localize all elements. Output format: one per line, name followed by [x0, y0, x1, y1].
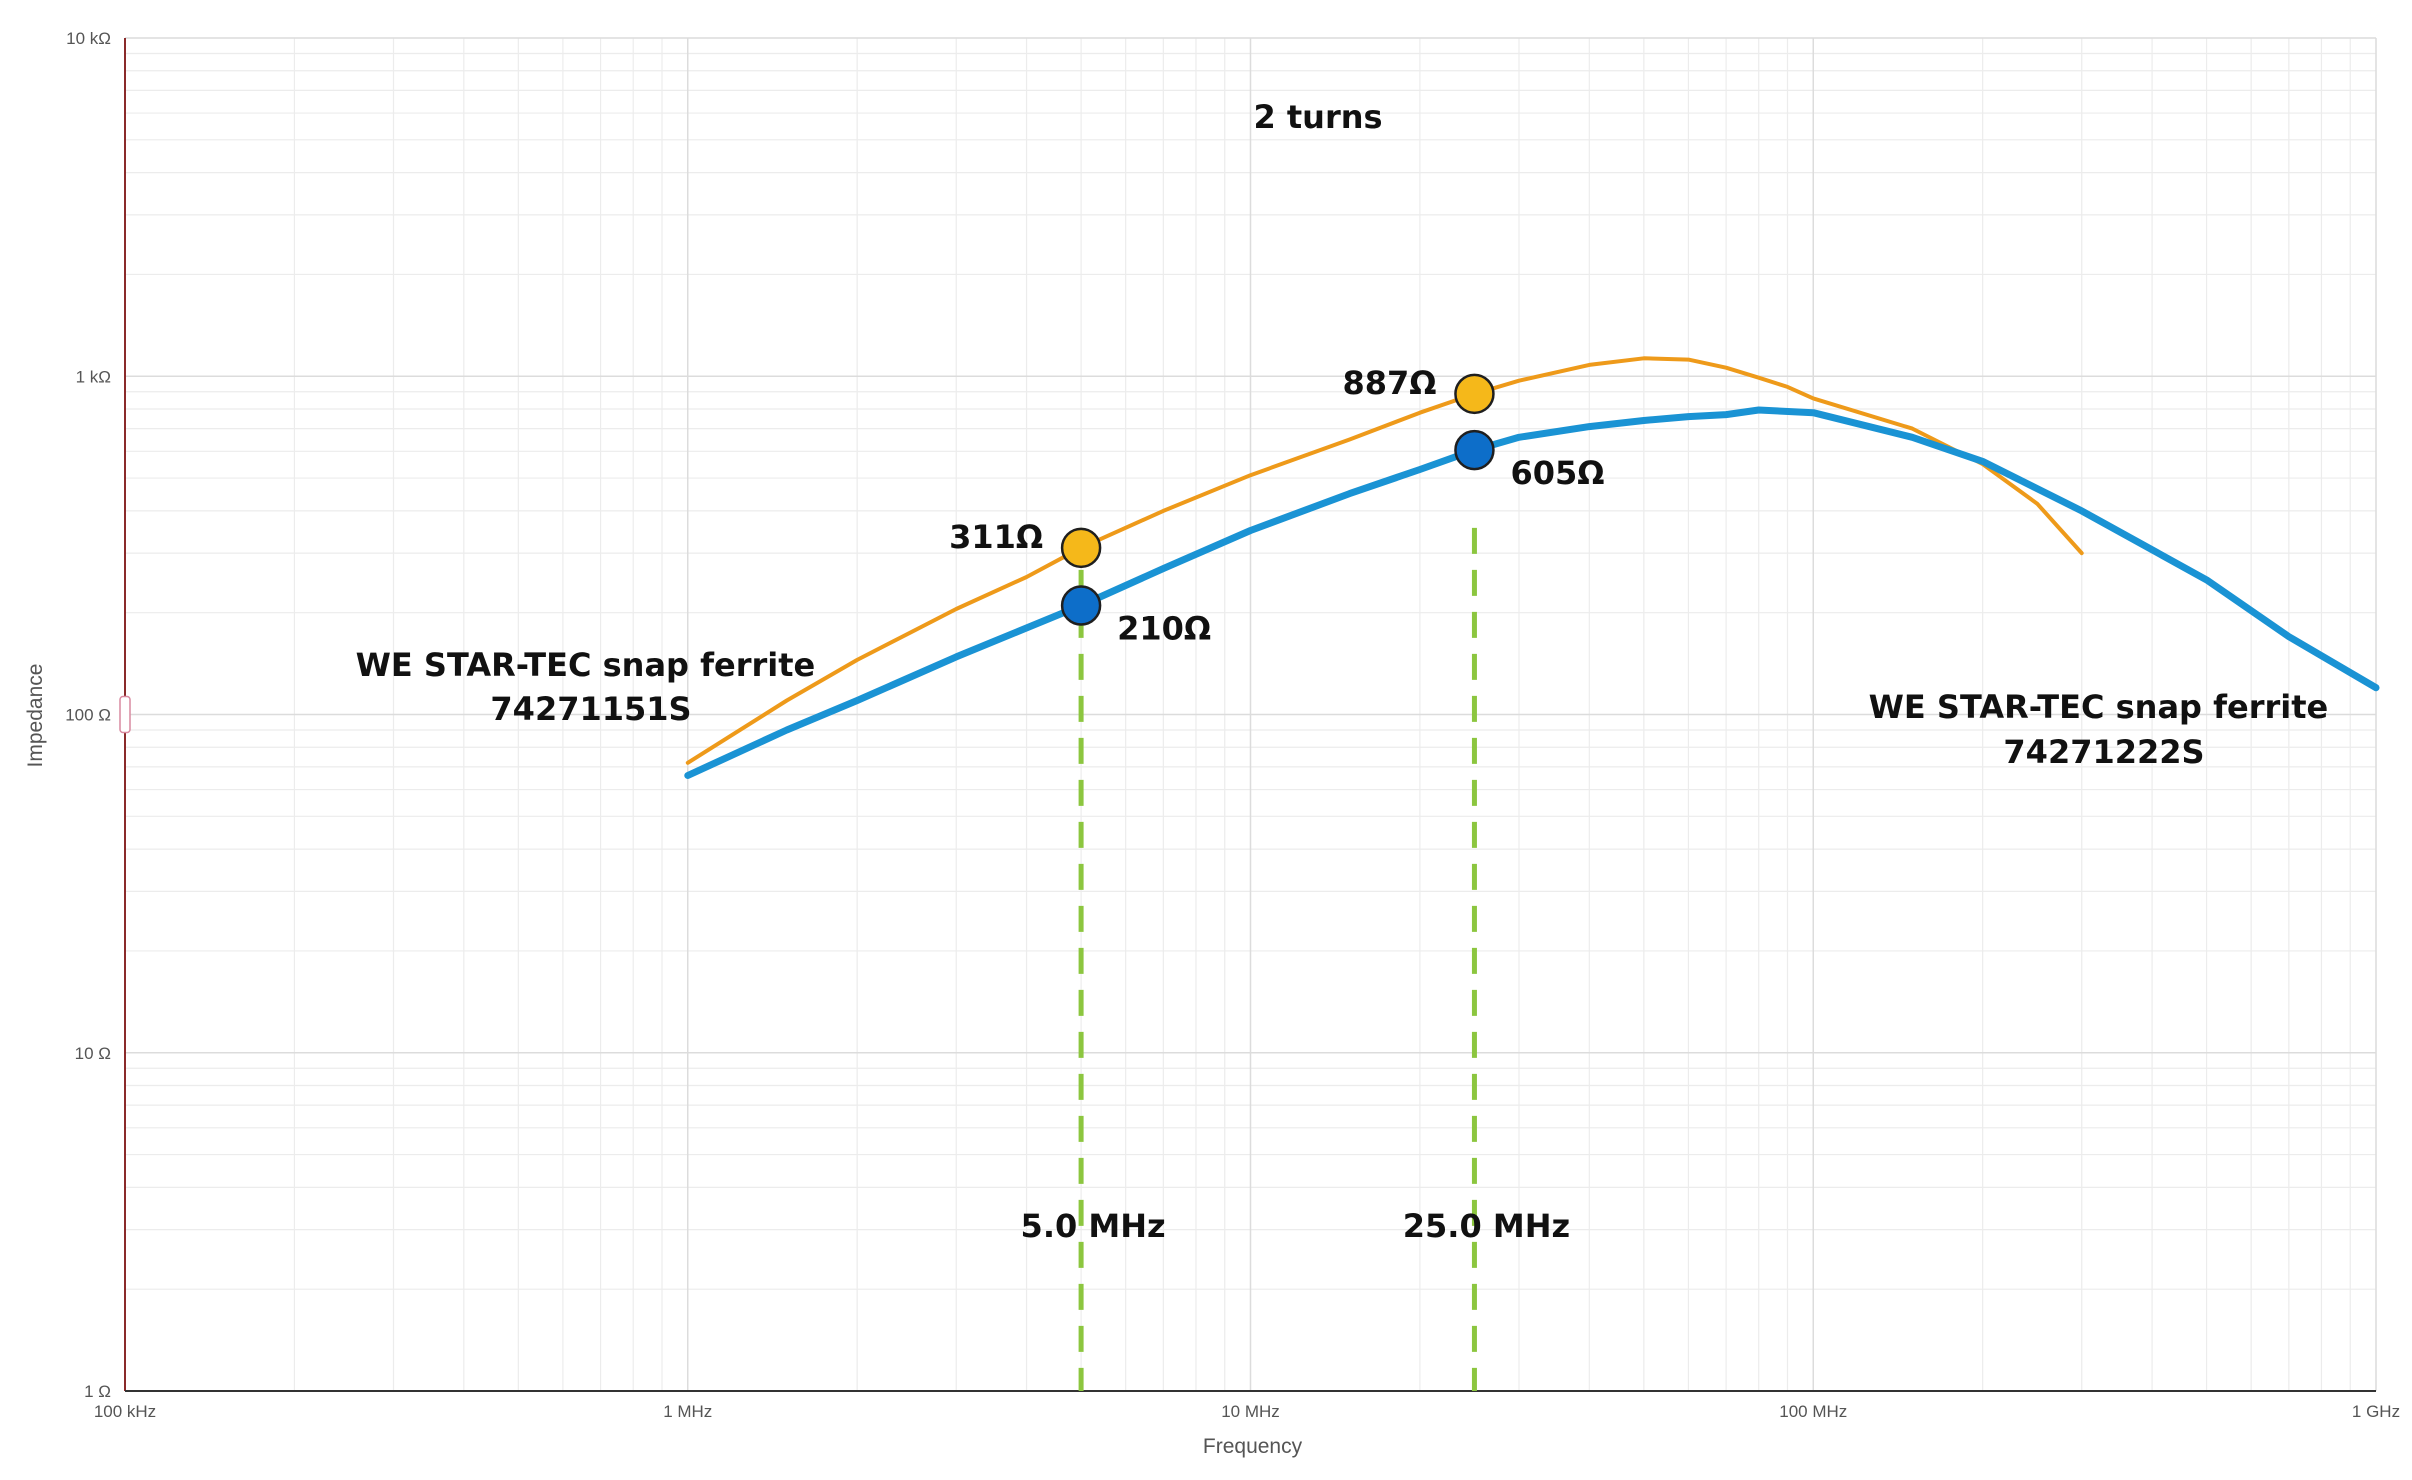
x-tick-label: 100 kHz	[94, 1402, 156, 1421]
value-marker	[1454, 373, 1495, 415]
frequency-label: 25.0 MHz	[1403, 1207, 1570, 1245]
value-label: 605Ω	[1510, 454, 1604, 492]
x-tick-label: 1 MHz	[663, 1402, 712, 1421]
y-tick-label: 1 kΩ	[76, 367, 111, 386]
series-annotation-74271151S: WE STAR-TEC snap ferrite 74271151S	[356, 646, 827, 728]
y-tick-labels: 1 Ω 10 Ω 100 Ω 1 kΩ 10 kΩ	[65, 29, 111, 1401]
value-label: 887Ω	[1342, 364, 1436, 402]
y-tick-label: 10 kΩ	[66, 29, 111, 48]
axes	[119, 38, 2376, 1392]
annotation-line: 74271151S	[490, 690, 691, 728]
value-marker	[1060, 585, 1102, 626]
series-line	[684, 406, 2380, 779]
x-tick-label: 10 MHz	[1221, 1402, 1280, 1421]
y-axis-title: Impedance	[24, 664, 47, 768]
value-marker	[1060, 527, 1102, 569]
series-line	[685, 356, 2084, 765]
x-tick-label: 100 MHz	[1779, 1402, 1847, 1421]
value-label: 311Ω	[949, 518, 1043, 556]
annotation-line: 74271222S	[2003, 733, 2204, 771]
annotation-labels: 2 turns Frequency Impedance WE STAR-TEC …	[24, 98, 2340, 1458]
frequency-label: 5.0 MHz	[1021, 1207, 1166, 1245]
chart-title: 2 turns	[1253, 98, 1382, 136]
frequency-markers: 5.0 MHz 25.0 MHz	[1021, 527, 1570, 1391]
y-axis-handle[interactable]	[119, 695, 131, 734]
x-tick-labels: 100 kHz 1 MHz 10 MHz 100 MHz 1 GHz	[94, 1402, 2400, 1421]
x-axis-title: Frequency	[1203, 1435, 1303, 1458]
x-tick-label: 1 GHz	[2352, 1402, 2400, 1421]
annotation-line: WE STAR-TEC snap ferrite	[1869, 688, 2329, 726]
annotation-line: WE STAR-TEC snap ferrite	[356, 646, 816, 684]
value-marker	[1454, 429, 1495, 471]
value-label: 210Ω	[1117, 610, 1211, 648]
grid	[124, 37, 2377, 1392]
series-annotation-74271222S: WE STAR-TEC snap ferrite 74271222S	[1869, 688, 2340, 771]
y-tick-label: 100 Ω	[65, 706, 111, 725]
y-tick-label: 10 Ω	[75, 1044, 111, 1063]
series-lines	[684, 356, 2380, 779]
y-tick-label: 1 Ω	[84, 1382, 111, 1401]
value-markers: 311Ω 210Ω 887Ω 605Ω	[949, 364, 1604, 648]
